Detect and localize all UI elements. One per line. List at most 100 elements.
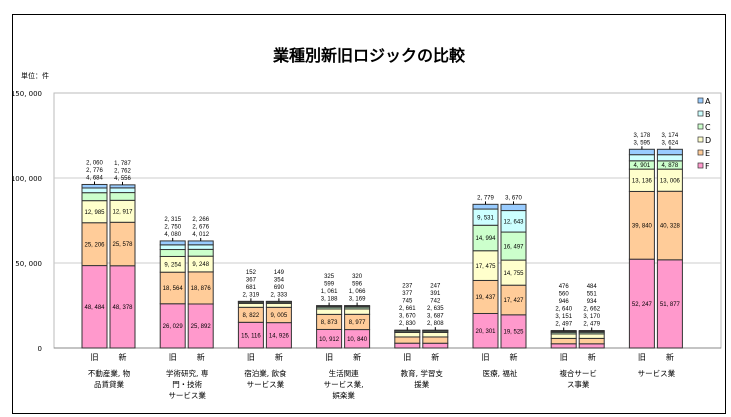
- data-label: 599: [324, 282, 335, 288]
- bar-segment-E: [578, 337, 605, 345]
- legend-label: E: [705, 149, 710, 158]
- data-label: 2, 662: [583, 307, 600, 313]
- category-label: 医療, 福祉: [483, 368, 518, 378]
- data-label: 12, 985: [84, 210, 105, 216]
- bar-segment-F: [394, 342, 421, 349]
- data-label: 2, 333: [271, 292, 288, 298]
- data-label: 4, 684: [86, 175, 103, 181]
- bar-segment-D: [500, 259, 527, 286]
- data-label: 946: [559, 299, 570, 305]
- data-label: 18, 564: [163, 286, 184, 292]
- bar-segment-B: [81, 187, 108, 194]
- category-label: 学術研究, 専: [166, 368, 209, 378]
- bar-segment-A: [109, 184, 136, 189]
- data-label: 681: [246, 285, 257, 291]
- data-label: 377: [402, 291, 413, 297]
- data-label: 742: [430, 299, 441, 305]
- bar-segment-F: [265, 322, 292, 349]
- bar-segment-C: [187, 248, 214, 257]
- data-label: 39, 840: [632, 224, 653, 230]
- data-label: 149: [274, 270, 285, 276]
- category-label: サービス業: [168, 390, 206, 400]
- data-label: 1, 061: [321, 289, 338, 295]
- data-label: 14, 994: [475, 236, 496, 242]
- data-label: 9, 248: [192, 262, 209, 268]
- y-tick-label: 150, 000: [13, 90, 42, 98]
- stacked-bar-chart: 業種別新旧ロジックの比較 単位：件 0 50, 000 100, 000 150, 0…: [13, 46, 722, 400]
- category-label: 宿泊業, 飲食: [244, 368, 287, 378]
- bar-segment-F: [109, 265, 136, 349]
- bar-segment-E: [394, 336, 421, 344]
- unit-label: 単位：件: [21, 71, 49, 80]
- data-label: 8, 873: [321, 320, 338, 326]
- data-label: 3, 595: [634, 140, 651, 146]
- bar-segment-B: [187, 244, 214, 250]
- data-label: 354: [274, 277, 285, 283]
- data-label: 19, 437: [475, 295, 496, 301]
- data-label: 2, 266: [192, 217, 209, 223]
- data-label: 745: [402, 299, 413, 305]
- bar-label: 新: [588, 352, 596, 362]
- data-label: 2, 635: [427, 306, 444, 312]
- bar-segment-C: [159, 249, 186, 257]
- data-label: 17, 427: [503, 298, 524, 304]
- data-label: 48, 378: [112, 305, 133, 311]
- category-label: サービス業,: [324, 379, 364, 389]
- data-label: 3, 170: [583, 314, 600, 320]
- data-label: 12, 917: [112, 209, 133, 215]
- data-label: 4, 556: [114, 176, 131, 182]
- data-label: 25, 578: [112, 242, 133, 248]
- data-label: 25, 206: [84, 242, 105, 248]
- data-label: 25, 892: [191, 324, 212, 330]
- data-label: 3, 687: [427, 314, 444, 320]
- y-tick-label: 100, 000: [13, 175, 42, 183]
- bar-segment-D: [316, 308, 343, 315]
- bar-label: 旧: [247, 353, 255, 362]
- bar-segment-F: [656, 259, 683, 349]
- data-label: 51, 877: [660, 302, 681, 308]
- bar-segment-A: [628, 148, 655, 156]
- legend-label: B: [705, 110, 711, 119]
- bar-label: 新: [275, 352, 283, 362]
- category-label: 不動産業, 物: [88, 368, 131, 378]
- bar-segment-D: [265, 302, 292, 308]
- bar-label: 新: [197, 352, 205, 362]
- bar-segment-A: [472, 203, 499, 210]
- data-label: 2, 319: [243, 292, 260, 298]
- data-label: 325: [324, 274, 335, 280]
- data-label: 4, 012: [192, 232, 209, 238]
- category-label: サービス業: [638, 368, 676, 378]
- bar-label: 新: [666, 352, 674, 362]
- data-label: 152: [246, 270, 257, 276]
- bar-segment-B: [656, 154, 683, 162]
- bar-label: 旧: [91, 353, 99, 362]
- bar-segment-F: [550, 343, 577, 349]
- data-label: 690: [274, 285, 285, 291]
- bar-segment-E: [550, 337, 577, 345]
- bar-segment-A: [159, 240, 186, 246]
- data-label: 2, 779: [477, 195, 494, 201]
- data-label: 8, 977: [349, 320, 366, 326]
- bar-segment-E: [187, 271, 214, 305]
- bar-segment-E: [109, 221, 136, 267]
- plot-area: [53, 92, 722, 349]
- data-label: 2, 497: [555, 322, 572, 328]
- data-label: 2, 750: [164, 224, 181, 230]
- category-label: 品賃貸業: [94, 379, 124, 389]
- data-label: 2, 315: [164, 217, 181, 223]
- bar-segment-A: [344, 305, 371, 307]
- data-label: 9, 254: [164, 263, 181, 269]
- category-label: 門・技術: [172, 379, 202, 389]
- data-label: 2, 479: [583, 322, 600, 328]
- data-label: 391: [430, 291, 441, 297]
- data-label: 3, 624: [662, 140, 679, 146]
- category-label: 複合サービ: [559, 368, 597, 378]
- data-label: 596: [352, 282, 363, 288]
- bar-segment-C: [500, 231, 527, 261]
- bar-label: 旧: [638, 353, 646, 362]
- data-label: 16, 497: [503, 244, 524, 250]
- data-label: 17, 475: [475, 264, 496, 270]
- bar-segment-A: [578, 330, 605, 332]
- category-label: ス事業: [567, 379, 590, 389]
- data-label: 2, 661: [399, 306, 416, 312]
